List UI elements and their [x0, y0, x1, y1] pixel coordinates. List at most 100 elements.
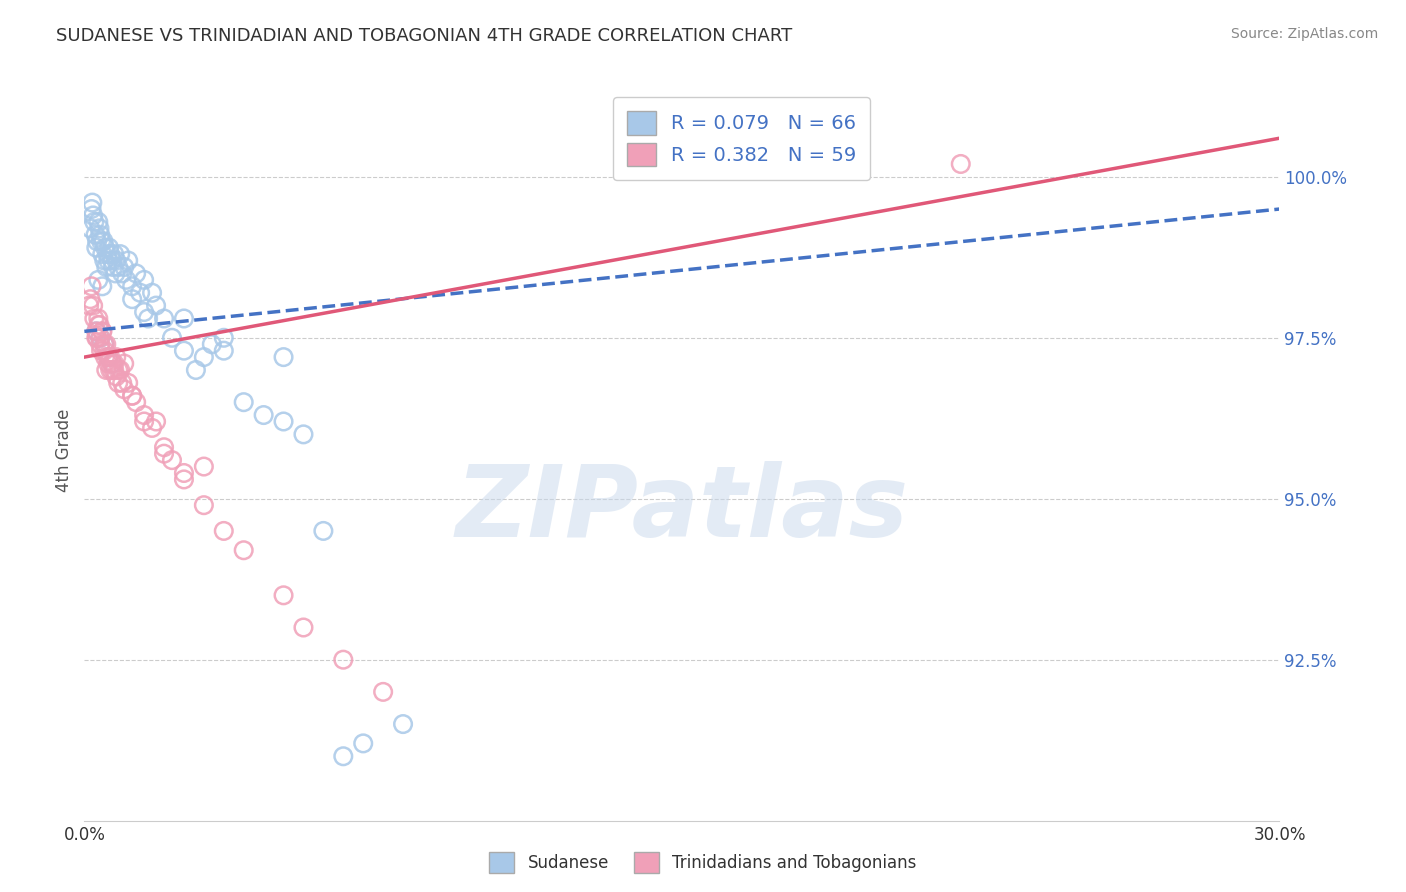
Point [87, 311, 110, 326]
Point [173, 466, 195, 480]
Point [97, 357, 120, 371]
Point [125, 267, 148, 281]
Point [125, 395, 148, 409]
Point [87, 318, 110, 332]
Point [153, 311, 176, 326]
Point [87, 215, 110, 229]
Point [117, 376, 139, 390]
Point [94, 350, 117, 364]
Point [105, 369, 128, 384]
Legend: R = 0.079   N = 66, R = 0.382   N = 59: R = 0.079 N = 66, R = 0.382 N = 59 [613, 97, 870, 180]
Point [121, 292, 143, 306]
Point [201, 337, 224, 351]
Point [80, 202, 103, 216]
Point [121, 389, 143, 403]
Point [107, 363, 129, 377]
Point [91, 324, 114, 338]
Point [153, 440, 176, 454]
Point [93, 337, 115, 351]
Point [173, 472, 195, 486]
Point [107, 260, 129, 274]
Point [352, 736, 374, 750]
Point [110, 247, 132, 261]
Point [145, 415, 167, 429]
Point [89, 331, 111, 345]
Point [93, 343, 115, 358]
Point [90, 343, 112, 358]
Point [86, 324, 108, 338]
Point [173, 311, 195, 326]
Point [111, 267, 134, 281]
Point [292, 620, 315, 634]
Point [80, 279, 103, 293]
Point [193, 498, 215, 512]
Point [82, 299, 104, 313]
Point [392, 717, 415, 731]
Point [89, 227, 111, 242]
Point [110, 363, 132, 377]
Point [105, 350, 128, 364]
Point [84, 227, 107, 242]
Point [101, 253, 124, 268]
Point [96, 260, 118, 274]
Point [112, 260, 135, 274]
Point [91, 279, 114, 293]
Point [107, 376, 129, 390]
Point [212, 331, 235, 345]
Point [97, 253, 120, 268]
Point [98, 350, 121, 364]
Point [97, 350, 120, 364]
Text: ZIPatlas: ZIPatlas [456, 461, 908, 558]
Point [121, 279, 143, 293]
Point [83, 311, 105, 326]
Point [193, 350, 215, 364]
Point [90, 234, 112, 248]
Point [91, 247, 114, 261]
Point [86, 331, 108, 345]
Point [232, 543, 254, 558]
Point [82, 209, 104, 223]
Point [112, 357, 135, 371]
Text: SUDANESE VS TRINIDADIAN AND TOBAGONIAN 4TH GRADE CORRELATION CHART: SUDANESE VS TRINIDADIAN AND TOBAGONIAN 4… [56, 27, 793, 45]
Point [96, 363, 118, 377]
Point [121, 389, 143, 403]
Point [132, 408, 156, 422]
Point [86, 234, 108, 248]
Point [332, 749, 354, 764]
Point [173, 343, 195, 358]
Text: Source: ZipAtlas.com: Source: ZipAtlas.com [1230, 27, 1378, 41]
Point [184, 363, 207, 377]
Point [332, 653, 354, 667]
Point [93, 337, 115, 351]
Point [91, 324, 114, 338]
Point [273, 415, 295, 429]
Point [145, 299, 167, 313]
Point [89, 337, 111, 351]
Point [115, 273, 138, 287]
Point [86, 324, 108, 338]
Point [98, 241, 121, 255]
Point [373, 685, 395, 699]
Point [111, 376, 134, 390]
Point [89, 331, 111, 345]
Point [212, 343, 235, 358]
Point [136, 311, 159, 326]
Point [129, 285, 152, 300]
Point [949, 157, 972, 171]
Point [101, 357, 124, 371]
Point [141, 421, 163, 435]
Point [132, 305, 156, 319]
Point [83, 215, 105, 229]
Point [193, 459, 215, 474]
Point [94, 241, 117, 255]
Point [117, 253, 139, 268]
Point [101, 260, 124, 274]
Point [98, 363, 121, 377]
Point [104, 267, 127, 281]
Point [212, 524, 235, 538]
Point [112, 382, 135, 396]
Point [93, 253, 115, 268]
Point [141, 285, 163, 300]
Point [98, 247, 121, 261]
Point [77, 299, 100, 313]
